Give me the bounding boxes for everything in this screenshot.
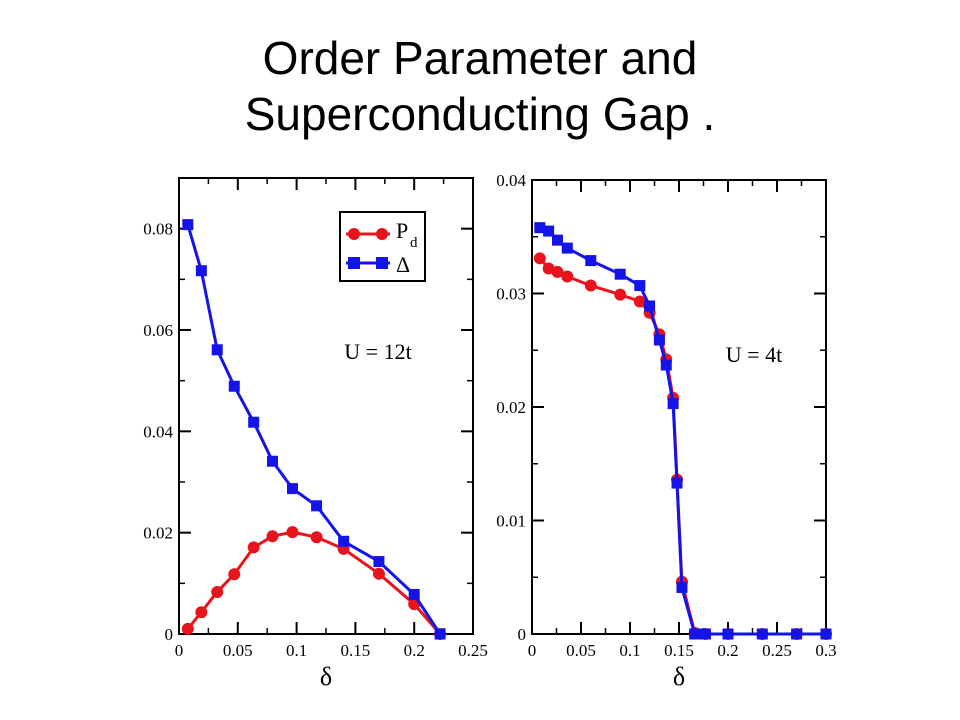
right-x-tick-label: 0 [528, 641, 537, 660]
left-delta-point [408, 588, 420, 600]
left-y-tick-label: 0 [165, 625, 174, 644]
right-delta-point [791, 628, 803, 640]
right-tick-labels: 0 0.05 0.1 0.15 0.2 0.25 0.3 0 0.01 0.02 0.03 0.04 [496, 171, 836, 660]
left-pd-point [181, 622, 194, 635]
right-y-tick-label: 0.04 [496, 171, 526, 190]
right-pd-point [584, 279, 597, 292]
right-delta-point [534, 222, 546, 234]
left-delta-point [338, 535, 350, 547]
left-pd-point [228, 568, 241, 581]
left-ticks [178, 177, 474, 635]
right-delta-point [634, 280, 646, 292]
right-pd-point [614, 288, 627, 301]
left-y-tick-label: 0.04 [143, 422, 173, 441]
right-delta-point [543, 225, 555, 237]
left-annotation: U = 12t [344, 339, 411, 364]
right-pd-point [551, 265, 564, 278]
right-delta-point [699, 628, 711, 640]
right-ticks [531, 179, 827, 635]
legend-pd-marker-right [376, 228, 388, 240]
right-x-tick-label: 0.25 [762, 641, 792, 660]
right-delta-point [644, 300, 656, 312]
right-delta-point [722, 628, 734, 640]
right-delta-point [820, 628, 832, 640]
left-y-tick-label: 0.06 [143, 321, 173, 340]
slide-title-line-1: Order Parameter and [262, 32, 698, 84]
right-y-tick-label: 0.01 [496, 512, 526, 531]
left-pd-point [310, 531, 323, 544]
right-delta-point [756, 628, 768, 640]
left-pd-point [266, 530, 279, 543]
right-pd-point [561, 270, 574, 283]
right-delta-point [561, 242, 573, 254]
left-x-tick-label: 0 [175, 641, 184, 660]
legend-box [339, 211, 426, 282]
left-x-tick-label: 0.1 [286, 641, 307, 660]
left-delta-series-line [186, 224, 442, 635]
legend: P d Δ [339, 211, 426, 282]
legend-pd-subscript: d [410, 235, 418, 251]
left-delta-point [195, 265, 207, 277]
left-y-tick-label: 0.02 [143, 524, 173, 543]
right-delta-point [689, 628, 701, 640]
right-plot-frame [531, 179, 827, 635]
left-delta-point [311, 500, 323, 512]
right-delta-point [671, 477, 683, 489]
left-x-tick-label: 0.25 [458, 641, 488, 660]
right-x-tick-label: 0.3 [815, 641, 836, 660]
right-x-tick-label: 0.05 [566, 641, 596, 660]
legend-pd-label: P [396, 218, 408, 243]
right-x-tick-label: 0.15 [664, 641, 694, 660]
right-annotation: U = 4t [726, 342, 782, 367]
legend-pd-marker-left [348, 228, 360, 240]
left-pd-point [211, 585, 224, 598]
left-series [181, 219, 447, 640]
right-series [533, 222, 832, 640]
slide-title-line-2: Superconducting Gap . [244, 88, 716, 140]
left-plot-frame [178, 177, 474, 635]
legend-delta-marker-left [348, 257, 360, 269]
left-x-tick-label: 0.15 [341, 641, 371, 660]
left-delta-point [286, 483, 298, 495]
left-delta-point [373, 556, 385, 568]
right-delta-point [676, 581, 688, 593]
left-y-tick-label: 0.08 [143, 220, 173, 239]
left-delta-point [266, 455, 278, 467]
left-pd-point [286, 526, 299, 539]
right-delta-point [660, 359, 672, 371]
right-y-tick-label: 0.03 [496, 285, 526, 304]
right-x-tick-label: 0.1 [619, 641, 640, 660]
right-x-tick-label: 0.2 [717, 641, 738, 660]
right-x-axis-label: δ [673, 662, 685, 691]
left-x-axis-label: δ [320, 662, 332, 691]
left-x-tick-label: 0.05 [223, 641, 253, 660]
left-tick-labels: 0 0.05 0.1 0.15 0.2 0.25 0 0.02 0.04 0.06 0.08 [143, 220, 488, 660]
right-delta-point [653, 334, 665, 346]
left-delta-point [182, 219, 194, 231]
slide-title: Order Parameter and Superconducting Gap … [0, 30, 960, 142]
left-pd-point [247, 541, 260, 554]
left-delta-point [434, 628, 446, 640]
right-pd-point [633, 295, 646, 308]
left-delta-point [228, 380, 240, 392]
right-delta-point [551, 234, 563, 246]
left-panel: 0 0.05 0.1 0.15 0.2 0.25 0 0.02 0.04 0.06 0.08 δ U… [143, 177, 488, 691]
legend-delta-marker-right [376, 257, 388, 269]
left-x-tick-label: 0.2 [404, 641, 425, 660]
right-delta-point [667, 398, 679, 410]
right-panel: 0 0.05 0.1 0.15 0.2 0.25 0.300.010.020.030.04 … [496, 171, 836, 691]
right-pd-point [533, 252, 546, 265]
right-delta-point [614, 268, 626, 280]
left-pd-point [372, 567, 385, 580]
right-y-tick-label: 0 [518, 625, 527, 644]
right-y-tick-label: 0.02 [496, 398, 526, 417]
left-delta-point [248, 416, 260, 428]
legend-delta-label: Δ [396, 252, 410, 277]
left-pd-point [195, 606, 208, 619]
right-delta-point [585, 255, 597, 267]
left-delta-point [211, 344, 223, 356]
